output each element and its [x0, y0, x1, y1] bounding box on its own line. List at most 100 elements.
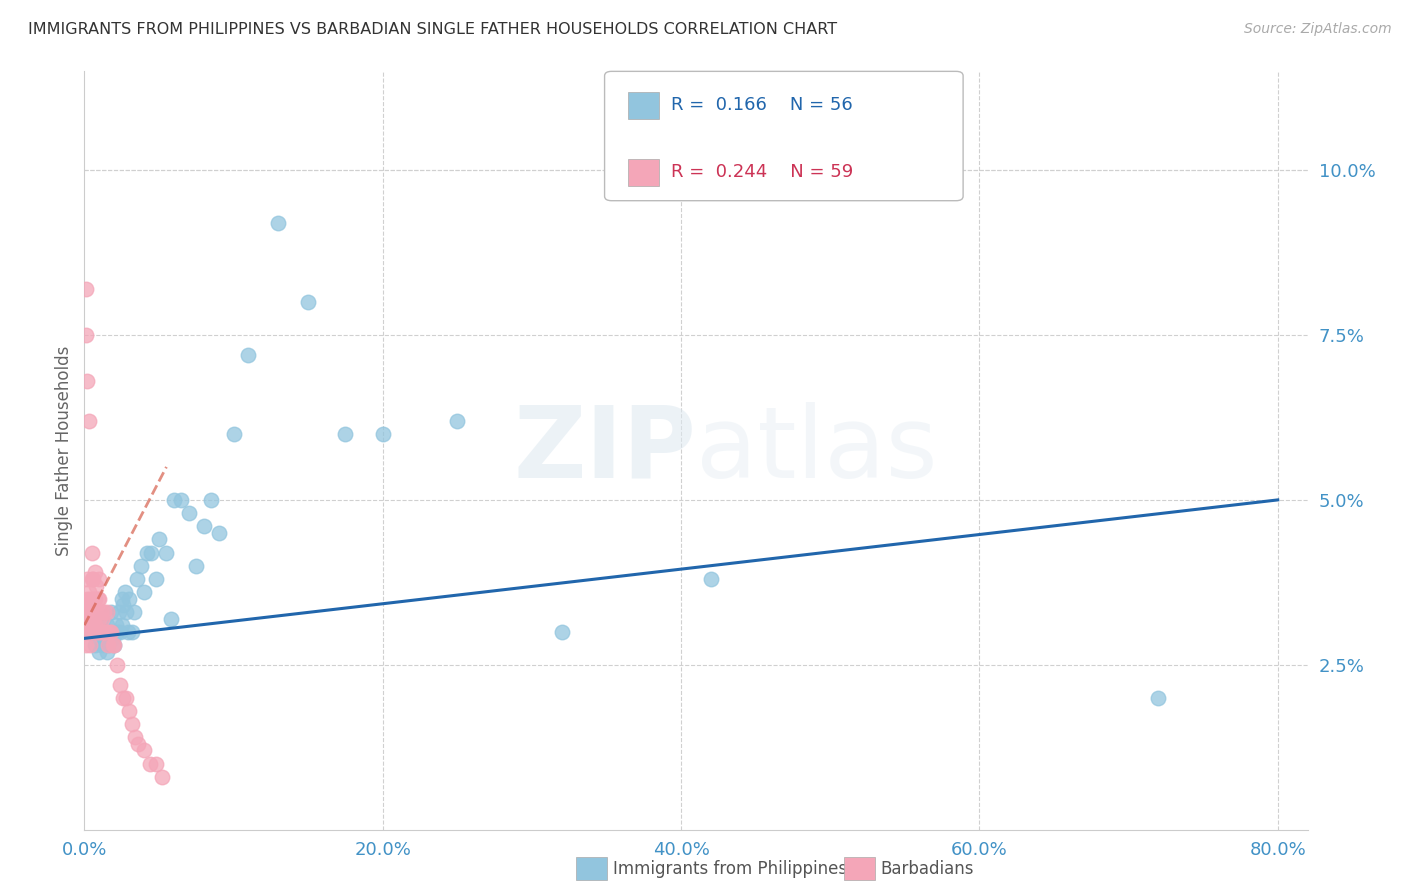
- Point: [103, 638, 125, 652]
- Point: [77, 611, 100, 625]
- Point: [91, 624, 114, 639]
- Point: [551, 624, 574, 639]
- Point: [76, 374, 98, 388]
- Point: [108, 677, 131, 691]
- Point: [82, 591, 104, 606]
- Point: [77, 599, 100, 613]
- Point: [76, 605, 98, 619]
- Point: [76, 591, 98, 606]
- Point: [267, 216, 290, 230]
- Point: [79, 638, 101, 652]
- Point: [90, 624, 112, 639]
- Point: [150, 770, 173, 784]
- Point: [104, 618, 127, 632]
- Point: [80, 546, 103, 560]
- Point: [87, 624, 110, 639]
- Point: [77, 585, 100, 599]
- Text: R =  0.166    N = 56: R = 0.166 N = 56: [671, 96, 852, 114]
- Point: [118, 704, 141, 718]
- Point: [112, 599, 135, 613]
- Point: [82, 611, 104, 625]
- Point: [108, 624, 131, 639]
- Point: [75, 611, 97, 625]
- Point: [118, 591, 141, 606]
- Point: [122, 605, 145, 619]
- Point: [83, 618, 105, 632]
- Point: [446, 414, 468, 428]
- Point: [90, 611, 112, 625]
- Text: R =  0.244    N = 59: R = 0.244 N = 59: [671, 163, 853, 181]
- Point: [89, 591, 111, 606]
- Point: [77, 414, 100, 428]
- Point: [98, 624, 121, 639]
- Point: [129, 558, 152, 573]
- Point: [121, 624, 143, 639]
- Point: [97, 638, 120, 652]
- Point: [125, 572, 148, 586]
- Point: [200, 492, 222, 507]
- Point: [83, 638, 105, 652]
- Text: Source: ZipAtlas.com: Source: ZipAtlas.com: [1244, 22, 1392, 37]
- Point: [115, 690, 138, 705]
- Point: [222, 427, 245, 442]
- Point: [132, 743, 155, 757]
- Text: IMMIGRANTS FROM PHILIPPINES VS BARBADIAN SINGLE FATHER HOUSEHOLDS CORRELATION CH: IMMIGRANTS FROM PHILIPPINES VS BARBADIAN…: [28, 22, 837, 37]
- Point: [80, 618, 103, 632]
- Point: [89, 611, 111, 625]
- Point: [82, 572, 104, 586]
- Point: [76, 572, 98, 586]
- Point: [96, 618, 118, 632]
- Point: [75, 624, 97, 639]
- Point: [148, 533, 170, 547]
- Point: [297, 295, 319, 310]
- Point: [93, 624, 115, 639]
- Point: [163, 492, 186, 507]
- Point: [371, 427, 394, 442]
- Point: [84, 579, 107, 593]
- Point: [139, 756, 162, 771]
- Point: [94, 624, 117, 639]
- Point: [170, 492, 193, 507]
- Point: [186, 558, 208, 573]
- Point: [117, 624, 139, 639]
- Point: [89, 644, 111, 658]
- Point: [84, 624, 107, 639]
- Point: [75, 282, 97, 296]
- Point: [177, 506, 200, 520]
- Point: [238, 348, 260, 362]
- Point: [91, 638, 114, 652]
- Text: atlas: atlas: [696, 402, 938, 499]
- Point: [83, 566, 105, 580]
- Point: [80, 572, 103, 586]
- Point: [127, 737, 149, 751]
- Point: [1147, 690, 1170, 705]
- Point: [145, 572, 167, 586]
- Point: [87, 591, 110, 606]
- Point: [103, 638, 125, 652]
- Point: [107, 605, 129, 619]
- Point: [96, 624, 118, 639]
- Point: [89, 624, 111, 639]
- Point: [160, 611, 183, 625]
- Point: [84, 618, 107, 632]
- Point: [87, 632, 110, 646]
- Text: Barbadians: Barbadians: [880, 860, 974, 878]
- Point: [98, 624, 121, 639]
- Point: [207, 525, 229, 540]
- Point: [96, 644, 118, 658]
- Text: Immigrants from Philippines: Immigrants from Philippines: [613, 860, 848, 878]
- Point: [121, 717, 143, 731]
- Point: [100, 605, 122, 619]
- Y-axis label: Single Father Households: Single Father Households: [55, 345, 73, 556]
- Point: [132, 585, 155, 599]
- Point: [114, 585, 136, 599]
- Point: [75, 638, 97, 652]
- Point: [101, 638, 124, 652]
- Point: [93, 624, 115, 639]
- Point: [193, 519, 215, 533]
- Point: [80, 599, 103, 613]
- Point: [100, 624, 122, 639]
- Point: [89, 572, 111, 586]
- Point: [700, 572, 723, 586]
- Point: [97, 638, 120, 652]
